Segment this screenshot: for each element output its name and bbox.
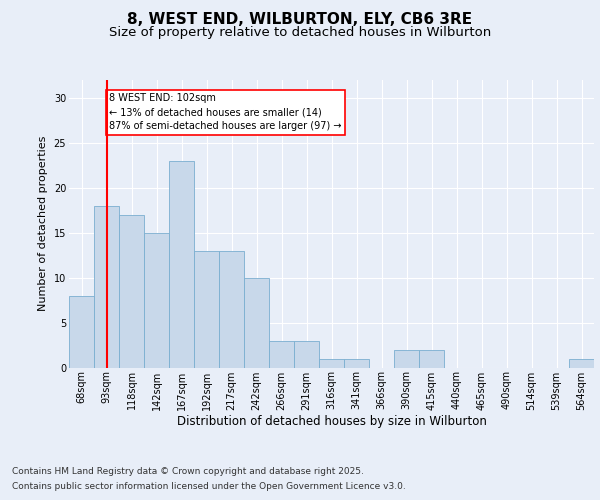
X-axis label: Distribution of detached houses by size in Wilburton: Distribution of detached houses by size … (176, 415, 487, 428)
Bar (69, 296, 94, 368)
Bar (294, 340, 319, 367)
Text: Size of property relative to detached houses in Wilburton: Size of property relative to detached ho… (109, 26, 491, 39)
Bar (144, 232, 169, 368)
Text: Contains HM Land Registry data © Crown copyright and database right 2025.: Contains HM Land Registry data © Crown c… (12, 467, 364, 476)
Text: 8, WEST END, WILBURTON, ELY, CB6 3RE: 8, WEST END, WILBURTON, ELY, CB6 3RE (127, 12, 473, 28)
Y-axis label: Number of detached properties: Number of detached properties (38, 136, 48, 312)
Bar (169, 161, 194, 368)
Bar (319, 358, 344, 368)
Text: Contains public sector information licensed under the Open Government Licence v3: Contains public sector information licen… (12, 482, 406, 491)
Bar (569, 358, 594, 368)
Bar (344, 358, 369, 368)
Bar (94, 206, 119, 368)
Bar (194, 250, 219, 368)
Bar (419, 350, 444, 368)
Bar (394, 350, 419, 368)
Bar (244, 278, 269, 368)
Bar (119, 215, 144, 368)
Text: 8 WEST END: 102sqm
← 13% of detached houses are smaller (14)
87% of semi-detache: 8 WEST END: 102sqm ← 13% of detached hou… (109, 94, 341, 132)
Bar (269, 340, 294, 367)
Bar (219, 250, 244, 368)
